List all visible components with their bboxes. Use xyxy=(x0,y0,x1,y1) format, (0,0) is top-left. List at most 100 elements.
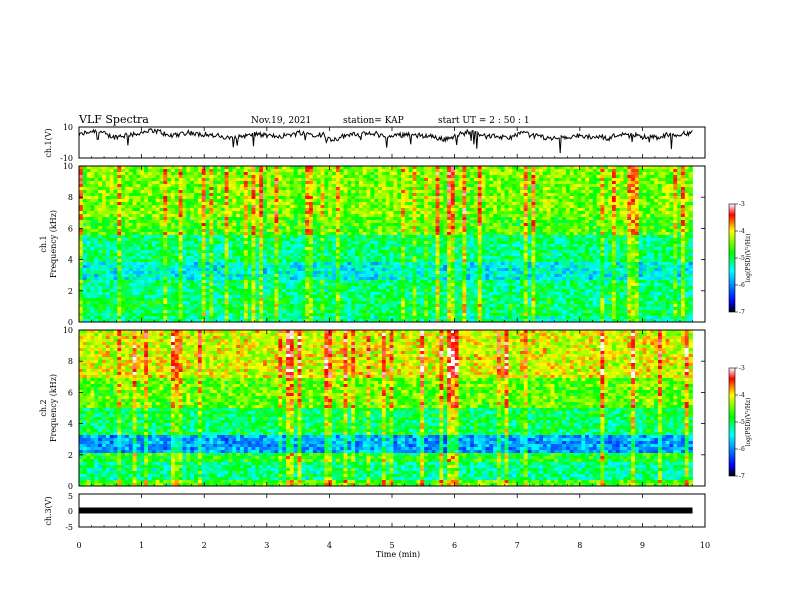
spectrogram-cell xyxy=(669,199,674,203)
spectrogram-cell xyxy=(542,244,548,248)
spectrogram-cell xyxy=(585,244,590,248)
spectrogram-cell xyxy=(270,166,275,170)
spectrogram-cell xyxy=(496,247,502,251)
spectrogram-cell xyxy=(86,208,91,212)
spectrogram-cell xyxy=(381,178,387,182)
spectrogram-cell xyxy=(374,229,379,233)
spectrogram-cell xyxy=(650,172,655,176)
spectrogram-cell xyxy=(596,250,601,254)
spectrogram-cell xyxy=(416,241,421,245)
spectrogram-cell xyxy=(588,256,594,260)
spectrogram-cell xyxy=(328,250,333,254)
spectrogram-cell xyxy=(439,205,444,209)
spectrogram-cell xyxy=(343,190,348,194)
spectrogram-cell xyxy=(289,166,295,170)
spectrogram-cell xyxy=(125,256,130,260)
spectrogram-cell xyxy=(535,166,540,170)
spectrogram-cell xyxy=(182,250,187,254)
spectrogram-cell xyxy=(236,166,241,170)
spectrogram-cell xyxy=(209,247,214,251)
spectrogram-cell xyxy=(328,178,333,182)
spectrogram-cell xyxy=(604,202,609,206)
spectrogram-cell xyxy=(381,172,387,176)
spectrogram-cell xyxy=(523,190,528,194)
spectrogram-cell xyxy=(654,211,659,215)
spectrogram-cell xyxy=(163,196,168,200)
spectrogram-cell xyxy=(569,211,575,215)
spectrogram-cell xyxy=(309,181,314,185)
spectrogram-cell xyxy=(401,178,406,182)
spectrogram-cell xyxy=(669,193,674,197)
spectrogram-cell xyxy=(619,238,624,242)
spectrogram-cell xyxy=(247,181,252,185)
spectrogram-cell xyxy=(454,235,459,239)
spectrogram-cell xyxy=(259,250,264,254)
spectrogram-cell xyxy=(201,172,206,176)
spectrogram-cell xyxy=(615,211,621,215)
spectrogram-cell xyxy=(431,220,436,224)
spectrogram-cell xyxy=(516,247,521,251)
spectrogram-cell xyxy=(213,211,218,215)
spectrogram-cell xyxy=(259,172,264,176)
spectrogram-cell xyxy=(611,199,617,203)
spectrogram-cell xyxy=(554,181,559,185)
spectrogram-cell xyxy=(263,178,268,182)
spectrogram-cell xyxy=(209,169,214,173)
spectrogram-cell xyxy=(197,166,203,170)
spectrogram-cell xyxy=(401,175,406,179)
spectrogram-cell xyxy=(159,259,164,263)
spectrogram-cell xyxy=(389,247,394,251)
spectrogram-cell xyxy=(493,226,498,230)
spectrogram-cell xyxy=(508,181,513,185)
spectrogram-cell xyxy=(454,238,459,242)
spectrogram-cell xyxy=(677,187,682,191)
spectrogram-cell xyxy=(263,205,268,209)
spectrogram-cell xyxy=(320,169,325,173)
spectrogram-cell xyxy=(201,214,206,218)
spectrogram-cell xyxy=(370,223,375,227)
spectrogram-cell xyxy=(619,232,624,236)
spectrogram-cell xyxy=(516,190,521,194)
spectrogram-cell xyxy=(684,244,690,248)
spectrogram-cell xyxy=(247,256,252,260)
spectrogram-cell xyxy=(201,169,206,173)
spectrogram-cell xyxy=(393,199,398,203)
spectrogram-cell xyxy=(324,205,329,209)
spectrogram-cell xyxy=(401,241,406,245)
spectrogram-cell xyxy=(167,190,172,194)
spectrogram-cell xyxy=(113,232,118,236)
spectrogram-cell xyxy=(190,190,195,194)
spectrogram-cell xyxy=(251,166,256,170)
spectrogram-cell xyxy=(577,220,582,224)
spectrogram-cell xyxy=(512,208,517,212)
spectrogram-cell xyxy=(301,214,306,218)
spectrogram-cell xyxy=(654,235,659,239)
spectrogram-cell xyxy=(312,187,318,191)
spectrogram-cell xyxy=(443,256,448,260)
spectrogram-cell xyxy=(493,184,498,188)
spectrogram-cell xyxy=(661,193,667,197)
spectrogram-cell xyxy=(305,253,310,257)
spectrogram-cell xyxy=(680,181,686,185)
spectrogram-cell xyxy=(550,244,555,248)
spectrogram-cell xyxy=(117,229,122,233)
spectrogram-cell xyxy=(496,217,502,221)
spectrogram-cell xyxy=(232,232,237,236)
spectrogram-cell xyxy=(389,202,394,206)
spectrogram-cell xyxy=(539,247,544,251)
spectrogram-cell xyxy=(316,250,321,254)
spectrogram-cell xyxy=(473,187,479,191)
spectrogram-cell xyxy=(619,241,624,245)
spectrogram-cell xyxy=(343,223,348,227)
spectrogram-cell xyxy=(224,187,229,191)
spectrogram-cell xyxy=(182,202,187,206)
spectrogram-cell xyxy=(174,196,180,200)
spectrogram-cell xyxy=(454,247,459,251)
spectrogram-cell xyxy=(470,256,475,260)
spectrogram-cell xyxy=(588,178,594,182)
spectrogram-cell xyxy=(550,166,555,170)
spectrogram-cell xyxy=(481,172,486,176)
spectrogram-cell xyxy=(128,169,134,173)
spectrogram-cell xyxy=(243,181,249,185)
spectrogram-cell xyxy=(650,178,655,182)
